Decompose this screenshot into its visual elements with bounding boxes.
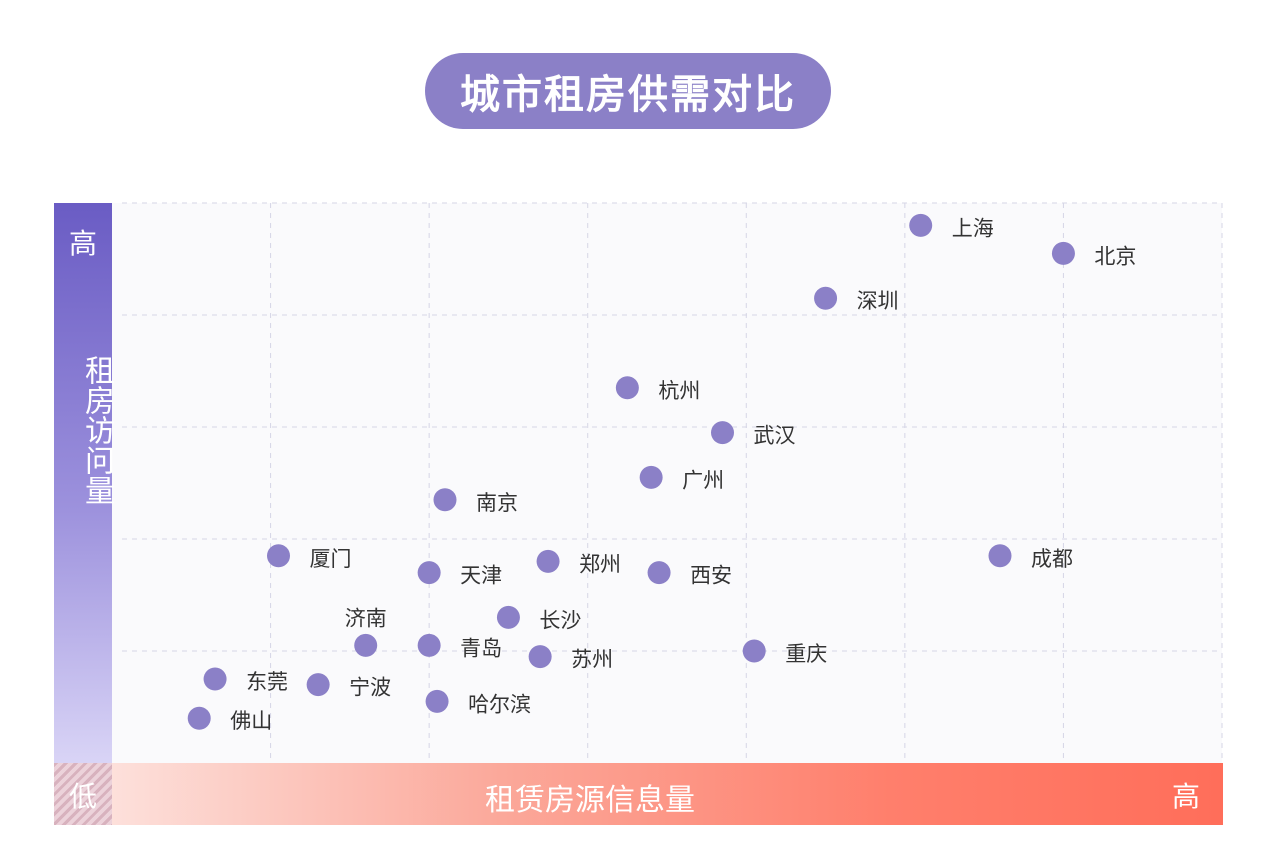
data-point [639,465,663,489]
point-label: 青岛 [460,636,502,660]
point-label: 北京 [1094,244,1136,268]
point-label: 厦门 [310,547,352,571]
y-axis-high-label: 高 [68,227,97,260]
point-label: 哈尔滨 [468,692,531,716]
low-label: 低 [68,780,97,813]
data-point [425,689,449,713]
data-point [203,667,227,691]
x-axis-label: 租赁房源信息量 [485,783,695,818]
point-label: 宁波 [349,676,391,700]
data-point [433,488,457,512]
point-label: 天津 [460,564,502,588]
point-label: 成都 [1031,547,1073,571]
point-label: 西安 [690,564,732,588]
data-point [496,605,520,629]
point-label: 郑州 [579,552,621,576]
data-point [742,639,766,663]
point-label: 济南 [345,606,387,630]
point-label: 苏州 [571,648,613,672]
data-point [267,544,290,568]
point-label: 广州 [682,468,724,492]
point-label: 深圳 [857,289,899,313]
data-point [306,673,330,697]
point-label: 上海 [952,216,994,240]
origin-box [54,763,112,825]
point-label: 长沙 [539,608,581,632]
data-point [417,561,441,585]
data-point [814,286,838,310]
data-point [909,213,933,237]
data-point [988,544,1012,568]
x-axis-high-label: 高 [1171,780,1200,813]
chart-title: 城市租房供需对比 [425,53,831,129]
data-point [354,633,378,657]
point-label: 东莞 [246,670,288,694]
data-point [615,376,639,400]
point-label: 武汉 [754,424,796,448]
data-point [187,706,211,730]
data-point [536,549,560,573]
x-axis-bar [112,763,1223,825]
y-axis-label: 租房访问量 [79,355,114,505]
data-point [711,421,734,445]
point-label: 佛山 [230,709,272,733]
data-point [528,645,552,669]
plot-background [112,203,1222,763]
data-point [647,561,671,585]
point-label: 杭州 [658,379,700,403]
data-point [417,633,441,657]
point-label: 南京 [476,491,518,515]
point-label: 重庆 [785,642,827,666]
data-point [1051,241,1075,265]
y-axis-bar [54,203,112,763]
